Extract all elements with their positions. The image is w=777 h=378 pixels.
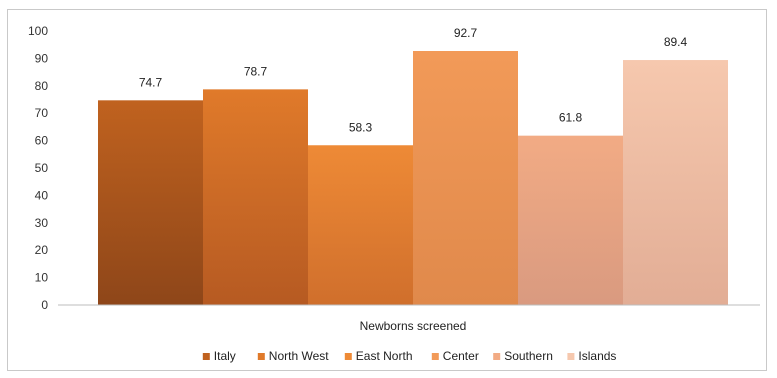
y-axis: 0 10 20 30 40 50 60 70 80 90 100 — [28, 24, 48, 312]
y-tick-label: 70 — [35, 106, 49, 120]
bar-east-north — [308, 145, 413, 305]
data-label: 78.7 — [244, 64, 268, 78]
y-tick-label: 20 — [35, 243, 49, 257]
bar-center — [413, 51, 518, 305]
y-tick-label: 40 — [35, 188, 49, 202]
legend-swatch — [344, 353, 352, 360]
legend-swatch — [202, 353, 210, 360]
y-tick-label: 30 — [35, 216, 49, 230]
legend-swatch — [431, 353, 439, 360]
legend-swatch — [493, 353, 501, 360]
y-tick-label: 10 — [35, 271, 49, 285]
legend-item-center: Center — [431, 349, 479, 363]
legend-item-east-north: East North — [344, 349, 413, 363]
legend-swatch — [567, 353, 575, 360]
x-axis-title: Newborns screened — [360, 319, 467, 333]
legend-item-italy: Italy — [202, 349, 236, 363]
y-tick-label: 50 — [35, 161, 49, 175]
legend-label: Southern — [504, 349, 553, 363]
legend: Italy North West East North Center Southern I… — [202, 349, 616, 363]
data-labels-group: 74.7 78.7 58.3 92.7 61.8 89.4 — [139, 26, 688, 134]
bar-islands — [623, 60, 728, 305]
data-label: 89.4 — [664, 35, 688, 49]
data-label: 61.8 — [559, 111, 583, 125]
legend-item-islands: Islands — [567, 349, 616, 363]
legend-label: East North — [356, 349, 413, 363]
bar-north-west — [203, 89, 308, 305]
bar-southern — [518, 135, 623, 305]
y-tick-label: 100 — [28, 24, 48, 38]
y-tick-label: 80 — [35, 79, 49, 93]
legend-item-southern: Southern — [493, 349, 553, 363]
legend-label: Islands — [578, 349, 616, 363]
y-tick-label: 90 — [35, 51, 49, 65]
legend-swatch — [257, 353, 265, 360]
legend-item-north-west: North West — [257, 349, 329, 363]
legend-label: North West — [269, 349, 329, 363]
y-tick-label: 0 — [41, 298, 48, 312]
data-label: 58.3 — [349, 120, 373, 134]
legend-label: Center — [443, 349, 479, 363]
bar-italy — [98, 100, 203, 306]
bars-group — [98, 51, 728, 306]
data-label: 92.7 — [454, 26, 478, 40]
y-tick-label: 60 — [35, 134, 49, 148]
data-label: 74.7 — [139, 75, 163, 89]
legend-label: Italy — [214, 349, 236, 363]
